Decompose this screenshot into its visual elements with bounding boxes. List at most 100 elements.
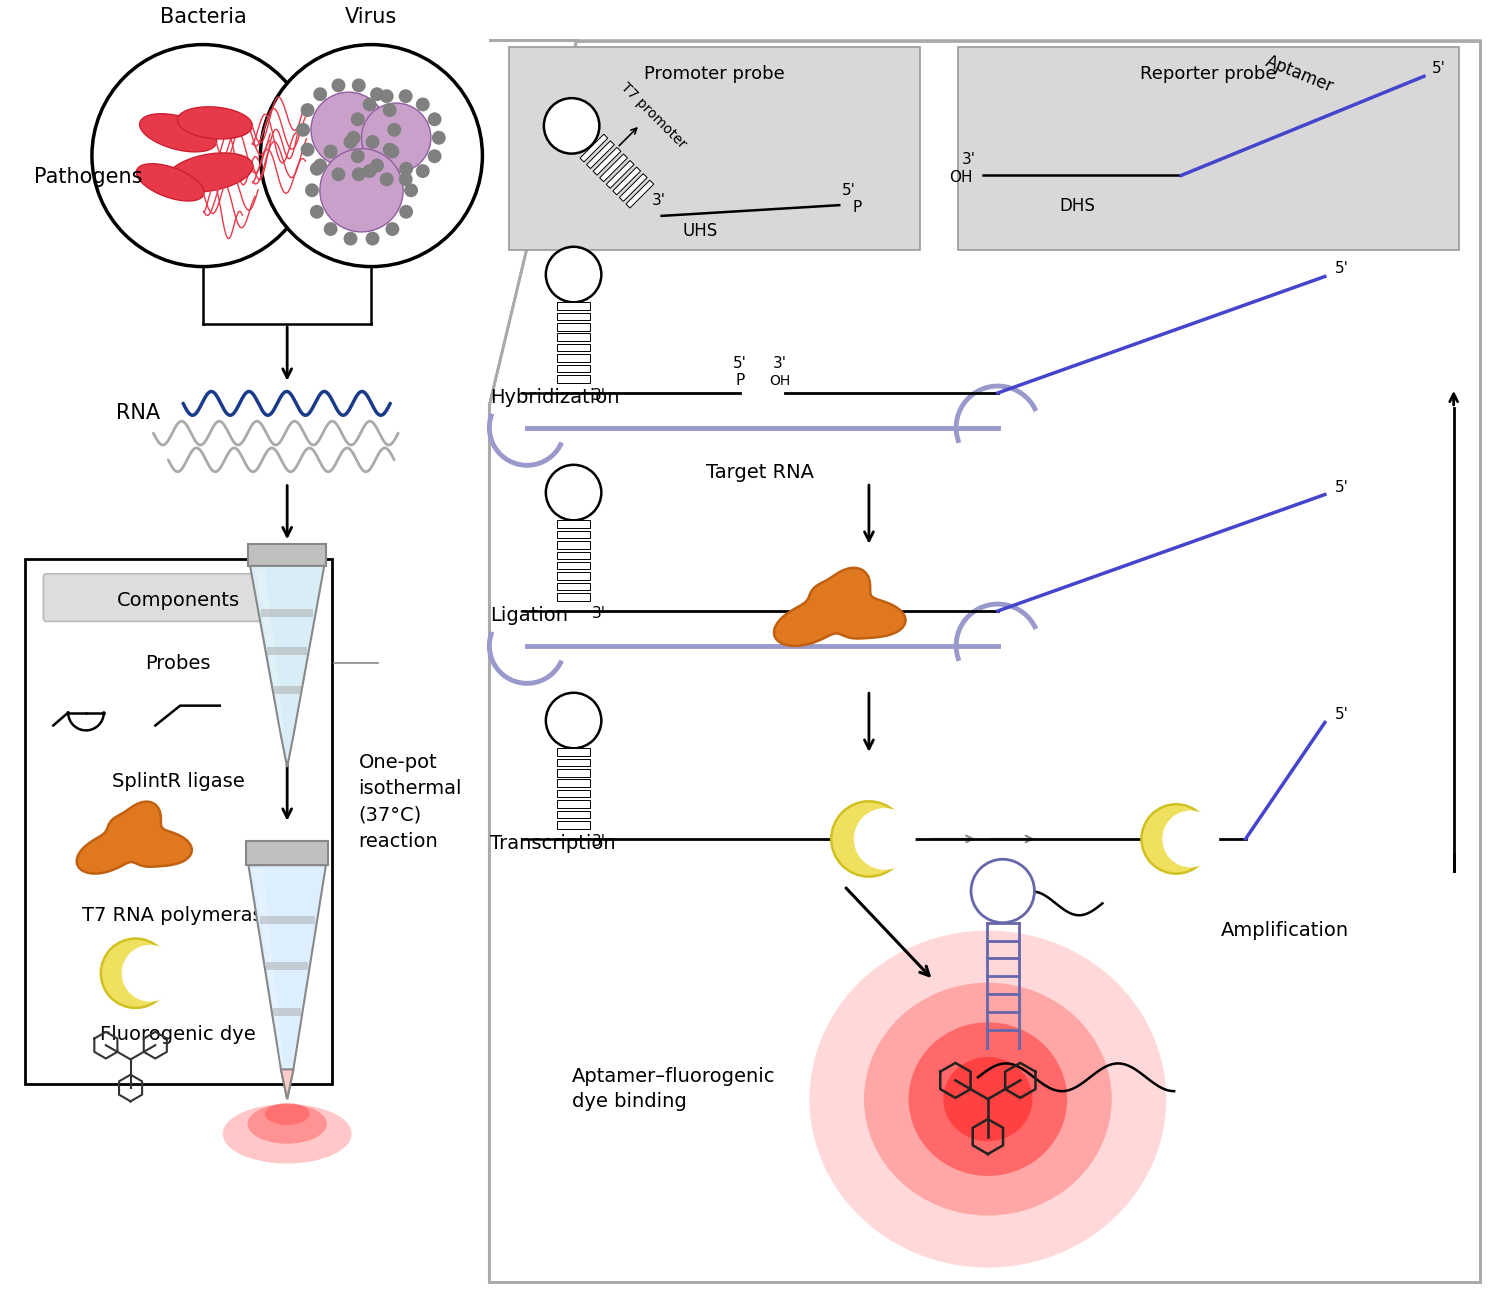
Polygon shape [775, 568, 905, 646]
Circle shape [399, 205, 413, 219]
Ellipse shape [943, 1057, 1033, 1141]
Text: Amplification: Amplification [1222, 922, 1349, 940]
Circle shape [546, 692, 602, 749]
Circle shape [309, 205, 324, 219]
Bar [557, 759, 590, 766]
Text: 5': 5' [1334, 480, 1348, 496]
Polygon shape [579, 134, 608, 163]
Text: One-pot
isothermal
(37°C)
reaction: One-pot isothermal (37°C) reaction [359, 753, 462, 851]
Polygon shape [77, 801, 192, 873]
Circle shape [854, 808, 916, 869]
Circle shape [428, 149, 441, 163]
Circle shape [363, 97, 377, 111]
Polygon shape [593, 147, 621, 176]
Circle shape [371, 159, 384, 173]
Bar [557, 800, 590, 808]
Circle shape [386, 144, 399, 159]
Circle shape [363, 164, 377, 178]
Circle shape [383, 104, 396, 117]
Bar [557, 749, 590, 755]
Text: 3': 3' [773, 357, 787, 371]
Polygon shape [249, 865, 326, 1099]
Text: Ligation: Ligation [491, 607, 569, 625]
Circle shape [332, 168, 345, 181]
Bar [557, 323, 590, 330]
Polygon shape [600, 153, 627, 182]
Bar [557, 313, 590, 320]
Circle shape [351, 79, 366, 92]
Circle shape [362, 104, 431, 173]
Bar [557, 821, 590, 829]
Polygon shape [137, 164, 204, 201]
Bar [557, 333, 590, 341]
Polygon shape [489, 41, 1480, 1282]
Text: Bacteria: Bacteria [159, 7, 246, 26]
Polygon shape [177, 106, 252, 139]
Circle shape [380, 89, 393, 104]
Bar [248, 544, 326, 566]
Circle shape [347, 131, 360, 144]
Circle shape [344, 232, 357, 245]
Text: Reporter probe: Reporter probe [1141, 66, 1277, 84]
Circle shape [371, 88, 384, 101]
Bar [557, 573, 590, 579]
Ellipse shape [248, 1104, 327, 1143]
Circle shape [311, 92, 386, 168]
Circle shape [366, 232, 380, 245]
Circle shape [260, 45, 482, 266]
Text: Aptamer: Aptamer [1264, 52, 1337, 96]
Circle shape [543, 98, 599, 153]
Polygon shape [606, 160, 633, 189]
Circle shape [383, 143, 396, 156]
Bar [557, 791, 590, 797]
Circle shape [300, 143, 315, 156]
Polygon shape [251, 566, 324, 767]
Circle shape [324, 222, 338, 236]
Circle shape [416, 97, 429, 111]
Circle shape [92, 45, 314, 266]
Circle shape [832, 801, 907, 877]
Polygon shape [587, 140, 614, 169]
Bar [273, 1008, 302, 1016]
Text: Target RNA: Target RNA [705, 463, 814, 481]
Bar [557, 583, 590, 590]
Polygon shape [281, 1070, 293, 1099]
Circle shape [309, 161, 324, 176]
Circle shape [332, 79, 345, 92]
Bar [266, 962, 308, 970]
Polygon shape [626, 180, 654, 208]
Text: 3': 3' [651, 193, 666, 208]
Polygon shape [140, 114, 216, 152]
Circle shape [1162, 810, 1219, 868]
Circle shape [399, 172, 413, 186]
Bar [509, 47, 920, 250]
Circle shape [399, 89, 413, 104]
Circle shape [305, 184, 318, 197]
Circle shape [351, 149, 365, 163]
Text: 3': 3' [591, 834, 605, 850]
Circle shape [300, 104, 315, 117]
Bar [273, 686, 300, 694]
Bar [557, 303, 590, 309]
Circle shape [344, 135, 357, 149]
Text: Transcription: Transcription [491, 834, 615, 853]
Circle shape [314, 88, 327, 101]
Circle shape [324, 144, 338, 159]
Bar [246, 842, 329, 865]
Bar [261, 608, 314, 616]
Circle shape [1141, 804, 1211, 873]
Text: Fluorogenic dye: Fluorogenic dye [101, 1025, 257, 1044]
Circle shape [428, 113, 441, 126]
Text: DHS: DHS [1060, 197, 1096, 215]
Bar [557, 343, 590, 351]
Text: SplintR ligase: SplintR ligase [111, 772, 245, 792]
Bar [557, 531, 590, 538]
Text: T7 RNA polymerase: T7 RNA polymerase [83, 906, 275, 926]
Circle shape [351, 113, 365, 126]
Text: 3': 3' [591, 388, 605, 402]
Bar [557, 364, 590, 372]
Text: 5': 5' [842, 182, 856, 198]
Polygon shape [255, 569, 284, 733]
Circle shape [432, 131, 446, 144]
Text: RNA: RNA [116, 404, 159, 423]
